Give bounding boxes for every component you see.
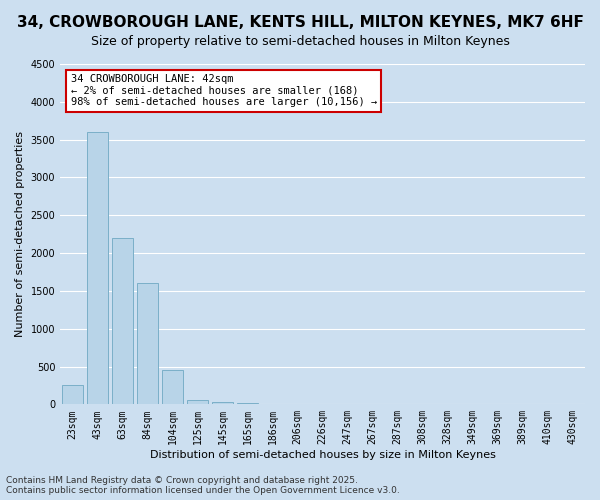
- Text: 34 CROWBOROUGH LANE: 42sqm
← 2% of semi-detached houses are smaller (168)
98% of: 34 CROWBOROUGH LANE: 42sqm ← 2% of semi-…: [71, 74, 377, 108]
- Bar: [112, 238, 133, 404]
- Bar: [137, 284, 158, 405]
- Bar: [237, 403, 258, 404]
- Text: Size of property relative to semi-detached houses in Milton Keynes: Size of property relative to semi-detach…: [91, 35, 509, 48]
- Bar: [187, 400, 208, 404]
- Text: 34, CROWBOROUGH LANE, KENTS HILL, MILTON KEYNES, MK7 6HF: 34, CROWBOROUGH LANE, KENTS HILL, MILTON…: [17, 15, 583, 30]
- Y-axis label: Number of semi-detached properties: Number of semi-detached properties: [15, 131, 25, 337]
- Bar: [162, 370, 183, 404]
- X-axis label: Distribution of semi-detached houses by size in Milton Keynes: Distribution of semi-detached houses by …: [149, 450, 496, 460]
- Bar: [62, 386, 83, 404]
- Bar: [212, 402, 233, 404]
- Text: Contains HM Land Registry data © Crown copyright and database right 2025.
Contai: Contains HM Land Registry data © Crown c…: [6, 476, 400, 495]
- Bar: [87, 132, 108, 404]
